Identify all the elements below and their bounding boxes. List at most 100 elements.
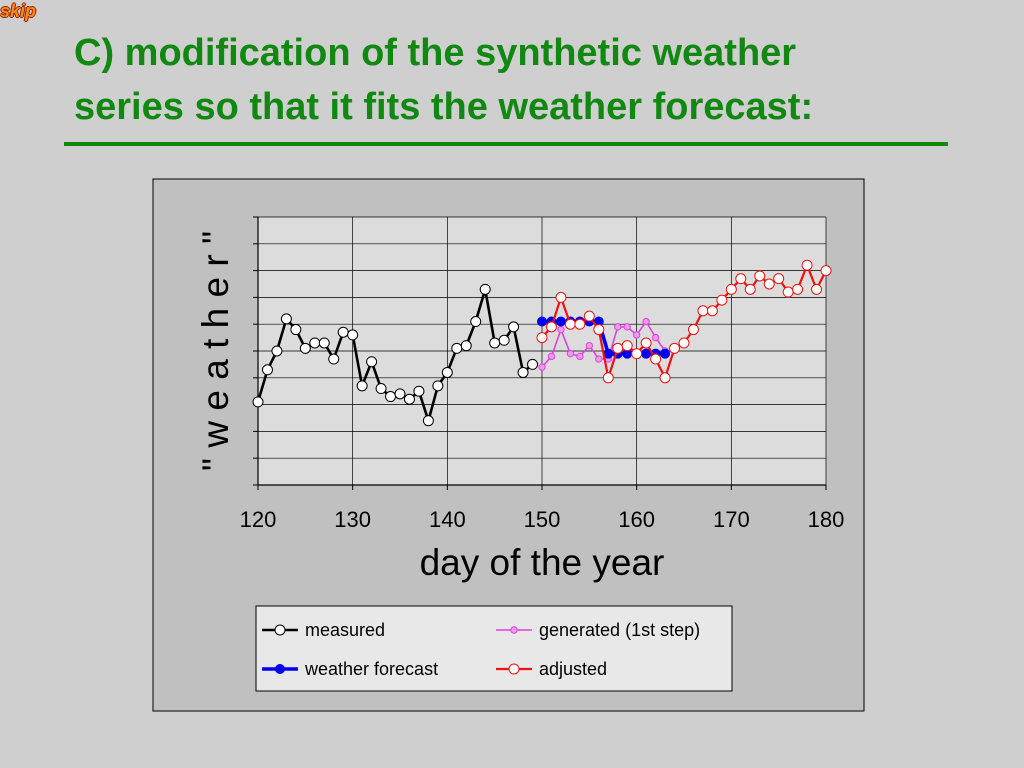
legend-item-generated-1st-step: generated (1st step) [496, 620, 700, 640]
slide-title: C) modification of the synthetic weather… [74, 26, 994, 134]
data-point-adjusted [687, 324, 699, 336]
data-point-adjusted [659, 372, 671, 384]
series-layer [252, 259, 832, 427]
data-point-measured [337, 326, 349, 338]
data-point-measured [432, 380, 444, 392]
data-point-adjusted [697, 305, 709, 317]
data-point-weather-forecast [660, 348, 671, 359]
data-point-measured [470, 316, 482, 328]
x-axis-label: day of the year [420, 542, 665, 583]
data-point-adjusted [574, 318, 586, 330]
data-point-adjusted [801, 259, 813, 271]
x-tick-label: 130 [334, 507, 371, 532]
data-point-adjusted [631, 348, 643, 360]
data-point-adjusted [650, 353, 662, 365]
data-point-measured [508, 321, 520, 333]
data-point-adjusted [792, 283, 804, 295]
data-point-measured [527, 358, 539, 370]
data-point-measured [261, 364, 273, 376]
data-point-adjusted [754, 270, 766, 282]
legend-label: adjusted [539, 659, 607, 679]
data-point-measured [517, 366, 529, 378]
data-point-adjusted [640, 337, 652, 349]
legend-box [255, 605, 733, 692]
data-point-measured [290, 324, 302, 336]
x-tick-label: 170 [713, 507, 750, 532]
data-point-adjusted [545, 321, 557, 333]
legend-swatch-marker [508, 663, 520, 675]
legend-label: generated (1st step) [539, 620, 700, 640]
data-point-adjusted [536, 332, 548, 344]
data-point-weather-forecast [641, 348, 652, 359]
data-point-adjusted [621, 340, 633, 352]
data-point-adjusted [583, 310, 595, 322]
data-point-generated-1st-step [623, 323, 631, 331]
data-point-adjusted [669, 342, 681, 354]
legend: measured generated (1st step) weather fore… [255, 605, 733, 692]
legend-item-weather-forecast: weather forecast [262, 659, 438, 679]
y-axis-label: " w e a t h e r " [195, 231, 236, 471]
data-point-measured [403, 393, 415, 405]
data-point-generated-1st-step [614, 323, 622, 331]
slide-title-line-1: C) modification of the synthetic weather [74, 32, 797, 74]
x-tick-label: 120 [240, 507, 277, 532]
x-tick-label: 140 [429, 507, 466, 532]
data-point-measured [252, 396, 264, 408]
data-point-measured [422, 415, 434, 427]
x-tick-labels: 120 130 140 150 160 170 180 [240, 507, 845, 532]
data-point-measured [356, 380, 368, 392]
data-point-adjusted [564, 318, 576, 330]
data-point-measured [280, 313, 292, 325]
data-point-adjusted [744, 283, 756, 295]
series-measured [252, 283, 539, 427]
data-point-weather-forecast [555, 316, 566, 327]
data-point-measured [309, 337, 321, 349]
data-point-generated-1st-step [585, 341, 594, 350]
data-point-adjusted [773, 273, 785, 285]
data-point-measured [479, 283, 491, 295]
legend-item-measured: measured [262, 620, 385, 640]
data-point-measured [413, 385, 425, 397]
data-point-adjusted [735, 273, 747, 285]
x-tick-label: 150 [524, 507, 561, 532]
data-point-measured [441, 366, 453, 378]
data-point-measured [498, 334, 510, 346]
data-point-measured [366, 356, 378, 368]
data-point-adjusted [602, 372, 614, 384]
data-point-measured [451, 342, 463, 354]
legend-label: weather forecast [304, 659, 438, 679]
data-point-generated-1st-step [642, 317, 650, 326]
data-point-adjusted [782, 286, 794, 298]
legend-label: measured [305, 620, 385, 640]
data-point-adjusted [706, 305, 718, 317]
data-point-measured [375, 383, 387, 395]
data-point-generated-1st-step [547, 352, 556, 361]
data-point-adjusted [763, 278, 775, 290]
data-point-measured [347, 329, 359, 341]
data-point-measured [394, 388, 406, 400]
title-underline [64, 142, 948, 146]
legend-item-adjusted: adjusted [496, 659, 607, 679]
legend-swatch-marker [274, 624, 286, 636]
data-point-weather-forecast [537, 316, 547, 327]
data-point-measured [489, 337, 501, 349]
slide-title-line-2: series so that it fits the weather forec… [74, 86, 814, 128]
legend-swatch-marker [275, 664, 285, 674]
data-point-generated-1st-step [576, 352, 584, 361]
data-point-adjusted [725, 283, 737, 295]
data-point-generated-1st-step [538, 363, 546, 371]
data-point-adjusted [678, 337, 690, 349]
data-point-adjusted [716, 294, 728, 306]
data-point-generated-1st-step [632, 331, 641, 339]
skip-link[interactable]: skip [0, 1, 37, 21]
data-point-adjusted [612, 342, 624, 354]
x-tick-label: 160 [618, 507, 655, 532]
data-point-measured [385, 391, 397, 403]
data-point-adjusted [820, 265, 832, 277]
legend-swatch-marker [510, 626, 518, 634]
data-point-adjusted [555, 291, 567, 303]
data-point-generated-1st-step [651, 333, 660, 342]
data-point-generated-1st-step [557, 325, 565, 334]
data-point-adjusted [593, 324, 605, 336]
